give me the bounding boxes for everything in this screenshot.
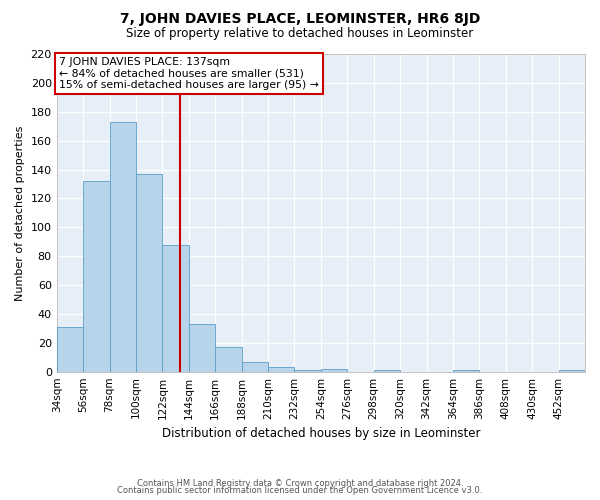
Text: Contains public sector information licensed under the Open Government Licence v3: Contains public sector information licen…	[118, 486, 482, 495]
Bar	[559, 370, 585, 372]
Bar	[110, 122, 136, 372]
Bar	[163, 244, 189, 372]
Bar	[268, 368, 295, 372]
Bar	[374, 370, 400, 372]
Bar	[136, 174, 163, 372]
Bar	[453, 370, 479, 372]
Bar	[295, 370, 321, 372]
Bar	[321, 369, 347, 372]
Bar	[215, 347, 242, 372]
Text: Contains HM Land Registry data © Crown copyright and database right 2024.: Contains HM Land Registry data © Crown c…	[137, 478, 463, 488]
Y-axis label: Number of detached properties: Number of detached properties	[15, 125, 25, 300]
Bar	[189, 324, 215, 372]
Text: 7, JOHN DAVIES PLACE, LEOMINSTER, HR6 8JD: 7, JOHN DAVIES PLACE, LEOMINSTER, HR6 8J…	[120, 12, 480, 26]
Text: Size of property relative to detached houses in Leominster: Size of property relative to detached ho…	[127, 28, 473, 40]
Text: 7 JOHN DAVIES PLACE: 137sqm
← 84% of detached houses are smaller (531)
15% of se: 7 JOHN DAVIES PLACE: 137sqm ← 84% of det…	[59, 57, 319, 90]
Bar	[242, 362, 268, 372]
Bar	[83, 181, 110, 372]
Bar	[56, 327, 83, 372]
X-axis label: Distribution of detached houses by size in Leominster: Distribution of detached houses by size …	[161, 427, 480, 440]
